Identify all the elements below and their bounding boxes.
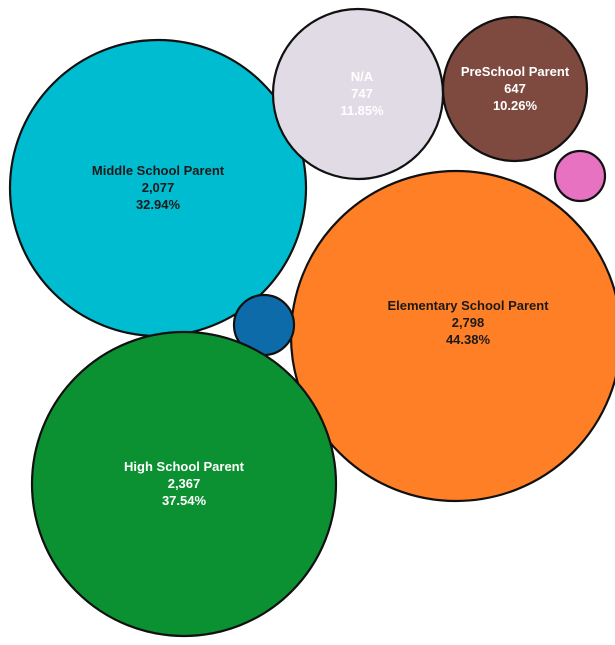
bubble-mark-3: [553, 149, 607, 203]
bubble-label-6: High School Parent: [124, 459, 245, 474]
bubble-0: Middle School Parent 2,077 32.94%: [8, 38, 308, 338]
bubble-4: Elementary School Parent 2,798 44.38%: [289, 169, 615, 503]
bubble-percent-6: 37.54%: [162, 493, 207, 508]
bubble-mark-6: [30, 330, 338, 638]
bubble-count-1: 747: [351, 86, 373, 101]
bubble-label-0: Middle School Parent: [92, 163, 225, 178]
bubble-percent-0: 32.94%: [136, 197, 181, 212]
bubble-percent-1: 11.85%: [340, 103, 384, 118]
bubble-count-6: 2,367: [168, 476, 201, 491]
bubble-count-4: 2,798: [452, 315, 485, 330]
bubble-percent-4: 44.38%: [446, 332, 491, 347]
bubble-label-4: Elementary School Parent: [387, 298, 549, 313]
bubble-label-1: N/A: [351, 69, 374, 84]
bubble-mark-2: [441, 15, 589, 163]
bubble-6: High School Parent 2,367 37.54%: [30, 330, 338, 638]
bubble-count-0: 2,077: [142, 180, 175, 195]
bubble-2: PreSchool Parent 647 10.26%: [441, 15, 589, 163]
bubble-percent-2: 10.26%: [493, 98, 538, 113]
bubble-1: N/A 747 11.85%: [271, 7, 445, 181]
bubble-count-2: 647: [504, 81, 526, 96]
bubble-label-2: PreSchool Parent: [461, 64, 570, 79]
bubble-3: [553, 149, 607, 203]
